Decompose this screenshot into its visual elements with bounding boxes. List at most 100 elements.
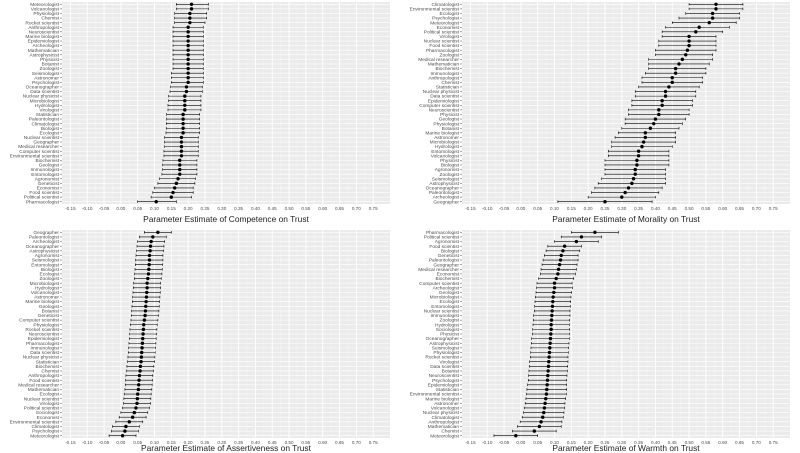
- category-label: Biologist: [41, 267, 60, 273]
- category-label: Agronomist: [435, 167, 460, 173]
- x-tick-label: 0.65: [335, 440, 344, 445]
- x-tick-label: 0.55: [301, 206, 310, 211]
- point-estimate: [179, 154, 184, 158]
- x-tick-label: 0.45: [668, 206, 677, 211]
- category-label: Geographer: [433, 262, 459, 268]
- point-estimate: [188, 11, 192, 16]
- category-label: Medical researcher: [18, 382, 59, 388]
- point-estimate: [139, 360, 143, 364]
- category-label: Physicist: [440, 158, 460, 164]
- point-estimate: [138, 364, 143, 369]
- x-tick-label: -0.10: [82, 440, 93, 445]
- point-estimate: [653, 117, 658, 121]
- category-label: Pharmacologist: [26, 199, 60, 205]
- category-label: Computer scientist: [419, 281, 459, 287]
- point-estimate: [141, 332, 145, 336]
- category-label: Volcanologist: [431, 406, 460, 412]
- point-estimate: [557, 262, 562, 267]
- category-label: Geneticist: [438, 253, 460, 259]
- category-label: Computer scientist: [19, 149, 59, 155]
- point-estimate: [546, 369, 550, 373]
- x-tick-label: 0.10: [150, 440, 159, 445]
- point-estimate: [548, 341, 552, 345]
- x-tick-label: 0.75: [769, 440, 778, 445]
- category-label: Anthropologist: [28, 373, 59, 379]
- x-tick-label: 0.20: [184, 206, 193, 211]
- point-estimate: [548, 346, 552, 350]
- x-tick-label: 0.05: [533, 440, 542, 445]
- point-estimate: [140, 341, 145, 345]
- point-estimate: [635, 158, 639, 163]
- category-label: Microbiologist: [430, 140, 460, 146]
- point-estimate: [680, 57, 685, 62]
- category-label: Psychologist: [432, 378, 460, 384]
- point-estimate: [183, 108, 187, 112]
- point-estimate: [135, 401, 139, 406]
- category-label: Physiologist: [433, 121, 459, 127]
- point-estimate: [545, 387, 549, 392]
- category-label: Mathematician: [428, 424, 460, 430]
- category-label: Biochemist: [436, 66, 460, 72]
- point-estimate: [545, 383, 549, 387]
- category-label: Astronomer: [34, 295, 59, 301]
- point-estimate: [643, 131, 648, 135]
- point-estimate: [183, 94, 187, 98]
- point-estimate: [188, 20, 192, 25]
- point-estimate: [546, 373, 550, 378]
- category-label: Political scientist: [424, 29, 460, 35]
- point-estimate: [181, 126, 185, 130]
- category-label: Astrophysicist: [429, 341, 459, 347]
- point-estimate: [552, 290, 556, 295]
- category-label: Climatologist: [432, 415, 460, 421]
- category-label: Sociologist: [436, 327, 460, 333]
- category-label: Geographer: [433, 199, 459, 205]
- category-label: Political scientist: [424, 235, 460, 241]
- category-label: Computer scientist: [419, 103, 459, 109]
- x-tick-label: 0.60: [718, 206, 727, 211]
- category-label: Geologist: [439, 290, 460, 296]
- point-estimate: [124, 424, 128, 429]
- category-label: Statistician: [36, 359, 60, 365]
- category-label: Computer scientist: [19, 318, 59, 324]
- point-estimate: [171, 190, 175, 195]
- category-label: Climatologist: [432, 2, 460, 8]
- point-estimate: [147, 262, 151, 267]
- point-estimate: [550, 313, 554, 318]
- point-estimate: [633, 167, 637, 172]
- category-label: Hydrologist: [35, 285, 60, 291]
- x-tick-label: -0.05: [99, 206, 110, 211]
- category-label: Botanist: [42, 308, 60, 314]
- point-estimate: [694, 30, 698, 34]
- category-label: Psychologist: [432, 16, 460, 22]
- point-estimate: [127, 420, 131, 424]
- x-tick-label: -0.05: [499, 440, 510, 445]
- point-estimate: [556, 272, 560, 276]
- point-estimate: [626, 186, 631, 190]
- x-tick-label: 0.55: [701, 206, 710, 211]
- category-label: Neuroscientist: [429, 107, 460, 113]
- point-estimate: [620, 195, 624, 199]
- point-estimate: [660, 99, 664, 103]
- category-label: Volcanologist: [31, 6, 60, 12]
- point-estimate: [169, 195, 174, 199]
- x-tick-label: 0.15: [167, 206, 176, 211]
- category-label: Marine biologist: [425, 130, 459, 136]
- category-label: Environmental scientist: [10, 419, 60, 425]
- category-label: Paleontologist: [429, 258, 460, 264]
- category-label: Astronomer: [434, 401, 459, 407]
- x-axis-title: Parameter Estimate of Competence on Trus…: [143, 214, 309, 224]
- category-label: Paleontologist: [29, 235, 60, 241]
- category-label: Virologist: [39, 107, 59, 113]
- category-label: Mathematician: [28, 48, 60, 54]
- point-estimate: [148, 244, 153, 248]
- point-estimate: [140, 346, 144, 350]
- x-tick-label: 0.40: [251, 440, 260, 445]
- category-label: Seismologist: [32, 71, 60, 77]
- x-tick-label: 0.45: [268, 206, 277, 211]
- category-label: Physicist: [40, 57, 60, 63]
- x-tick-label: 0.05: [133, 206, 142, 211]
- point-estimate: [593, 230, 597, 235]
- x-tick-label: 0.30: [217, 206, 226, 211]
- x-tick-label: -0.10: [82, 206, 93, 211]
- category-label: Epidemiologist: [428, 98, 460, 104]
